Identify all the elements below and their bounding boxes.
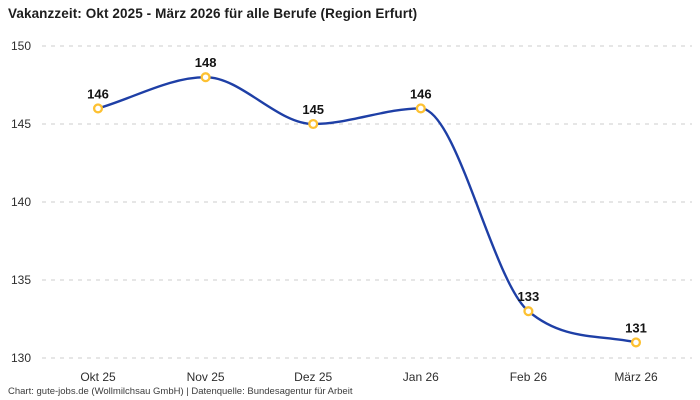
- data-point-label: 148: [195, 55, 217, 70]
- data-point-marker: [92, 103, 104, 114]
- data-point-marker: [415, 103, 426, 114]
- data-point-marker: [308, 118, 319, 130]
- y-tick-label: 145: [11, 117, 31, 131]
- data-point-label: 145: [302, 102, 324, 117]
- data-point-label: 146: [87, 86, 109, 101]
- y-tick-label: 150: [11, 39, 31, 53]
- y-tick-label: 135: [11, 273, 31, 287]
- x-tick-label: März 26: [614, 370, 658, 384]
- series-line: [96, 75, 638, 344]
- data-point-label: 146: [410, 86, 432, 101]
- data-point-marker: [630, 337, 642, 348]
- x-tick-label: Feb 26: [510, 370, 548, 384]
- x-tick-label: Okt 25: [80, 370, 116, 384]
- chart-title: Vakanzzeit: Okt 2025 - März 2026 für all…: [8, 6, 418, 21]
- x-tick-label: Nov 25: [187, 370, 225, 384]
- y-tick-label: 140: [11, 195, 31, 209]
- data-point-label: 133: [518, 289, 540, 304]
- chart-footer-attribution: Chart: gute-jobs.de (Wollmilchsau GmbH) …: [8, 386, 353, 397]
- x-tick-label: Jan 26: [403, 370, 439, 384]
- data-point-marker: [200, 72, 211, 83]
- x-tick-label: Dez 25: [294, 370, 332, 384]
- y-tick-label: 130: [11, 351, 31, 365]
- data-point-label: 131: [625, 320, 647, 335]
- data-point-marker: [523, 306, 534, 317]
